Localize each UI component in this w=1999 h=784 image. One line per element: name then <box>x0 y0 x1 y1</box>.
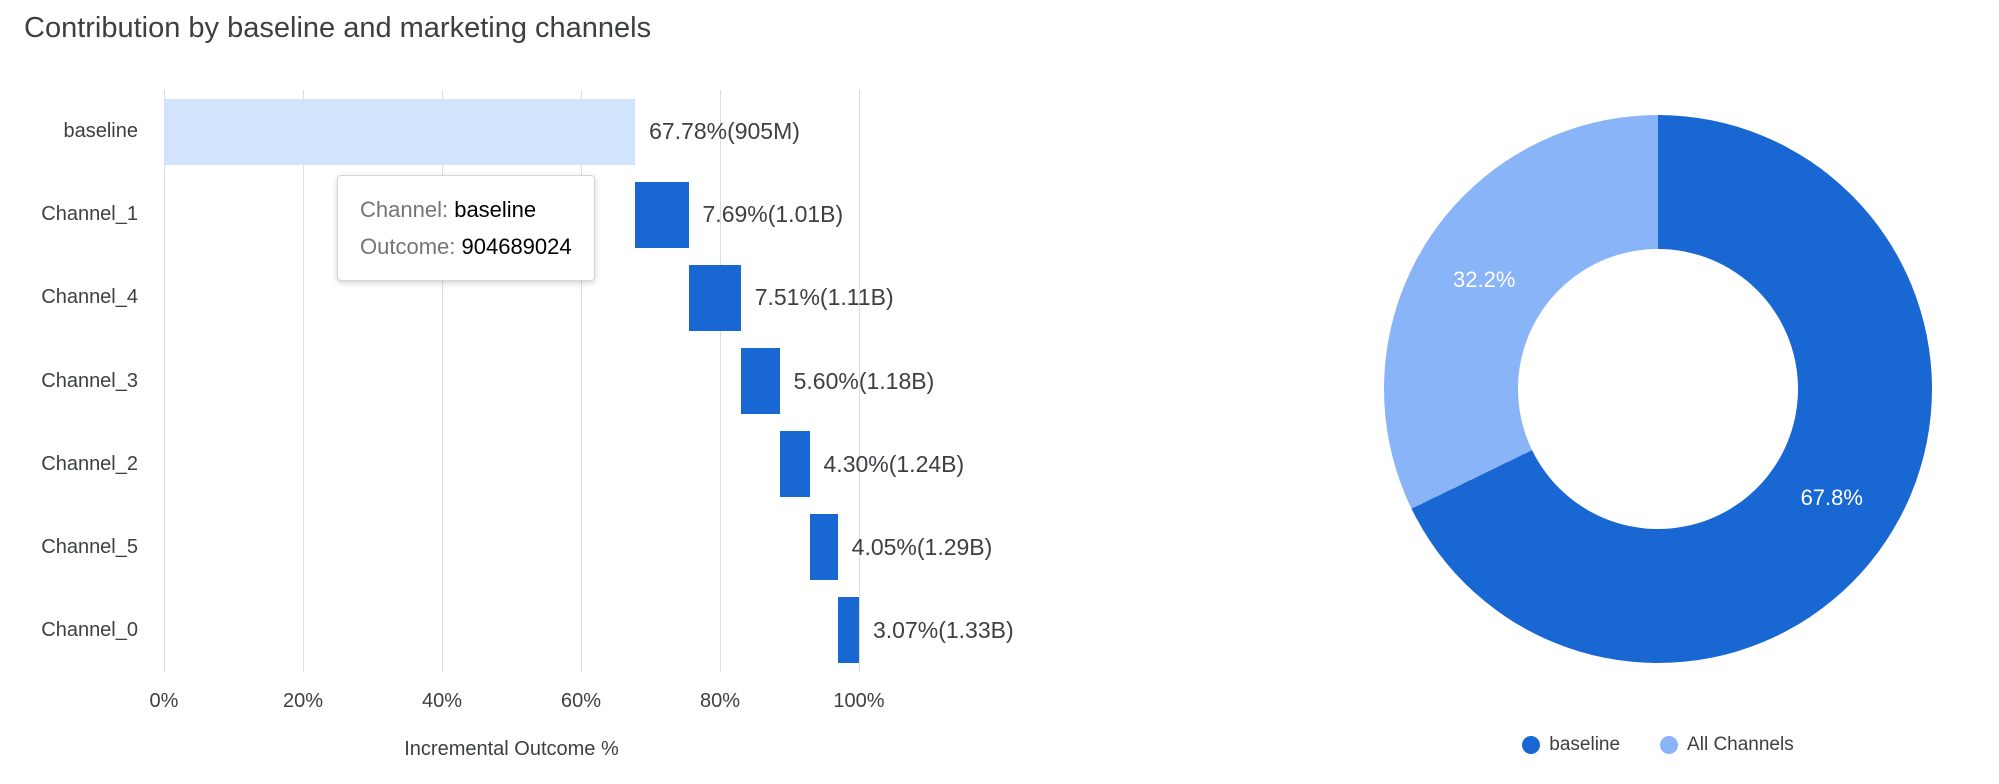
donut-legend: baseline All Channels <box>1384 734 1932 756</box>
gridline <box>164 90 165 672</box>
slice-label-baseline: 67.8% <box>1800 484 1863 510</box>
tooltip-channel-row: Channel: baseline <box>360 191 572 228</box>
slice-label-all-channels: 32.2% <box>1453 267 1516 293</box>
bar-channel_2[interactable] <box>779 431 810 498</box>
gridline <box>442 90 443 672</box>
x-axis-tick-label: 80% <box>699 690 741 712</box>
bar-channel_3[interactable] <box>740 348 780 414</box>
y-axis-label-channel_1: Channel_1 <box>41 203 138 226</box>
bar-channel_5[interactable] <box>809 514 838 581</box>
bar-channel_0[interactable] <box>837 597 859 664</box>
x-axis-tick-label: 60% <box>560 690 602 712</box>
x-axis-tick-label: 20% <box>282 690 324 712</box>
x-axis-title: Incremental Outcome % <box>404 738 619 760</box>
legend-item-baseline[interactable]: baseline <box>1522 734 1620 756</box>
legend-label-all-channels: All Channels <box>1687 734 1794 755</box>
x-axis-tick-label: 0% <box>149 690 179 712</box>
y-axis-label-baseline: baseline <box>63 120 138 143</box>
tooltip-outcome-value: 904689024 <box>461 234 572 259</box>
gridline <box>720 90 721 672</box>
legend-dot-icon <box>1660 736 1679 754</box>
gridline <box>859 90 860 672</box>
legend-item-all-channels[interactable]: All Channels <box>1660 734 1794 756</box>
legend-dot-icon <box>1522 736 1541 754</box>
bar-value-label-channel_2: 4.30%(1.24B) <box>823 450 965 477</box>
bar-channel_4[interactable] <box>688 264 741 331</box>
bar-channel_1[interactable] <box>635 181 689 248</box>
tooltip-channel-label: Channel: <box>360 197 449 222</box>
gridline <box>303 90 304 672</box>
tooltip-channel-value: baseline <box>454 197 537 222</box>
bar-value-label-channel_5: 4.05%(1.29B) <box>851 533 993 560</box>
y-axis-label-channel_5: Channel_5 <box>41 535 138 558</box>
tooltip: Channel: baseline Outcome: 904689024 <box>337 175 595 281</box>
y-axis-label-channel_2: Channel_2 <box>41 452 138 475</box>
donut-hole <box>1518 249 1798 529</box>
bar-value-label-channel_3: 5.60%(1.18B) <box>793 367 935 394</box>
x-axis-tick-label: 40% <box>421 690 463 712</box>
bar-value-label-channel_0: 3.07%(1.33B) <box>873 616 1014 643</box>
bar-value-label-baseline: 67.78%(905M) <box>649 118 800 145</box>
tooltip-outcome-label: Outcome: <box>360 234 456 259</box>
y-axis-label-channel_0: Channel_0 <box>41 618 138 641</box>
y-axis-label-channel_3: Channel_3 <box>41 369 138 392</box>
legend-label-baseline: baseline <box>1549 734 1621 755</box>
donut-chart-area: 67.8% 32.2% <box>1384 115 1932 663</box>
tooltip-outcome-row: Outcome: 904689024 <box>360 228 572 265</box>
chart-title: Contribution by baseline and marketing c… <box>24 12 652 44</box>
bar-value-label-channel_1: 7.69%(1.01B) <box>702 201 844 228</box>
bar-value-label-channel_4: 7.51%(1.11B) <box>754 284 894 311</box>
y-axis-label-channel_4: Channel_4 <box>41 286 138 309</box>
x-axis-tick-label: 100% <box>833 690 885 712</box>
gridline <box>581 90 582 672</box>
bar-baseline[interactable] <box>164 98 636 165</box>
